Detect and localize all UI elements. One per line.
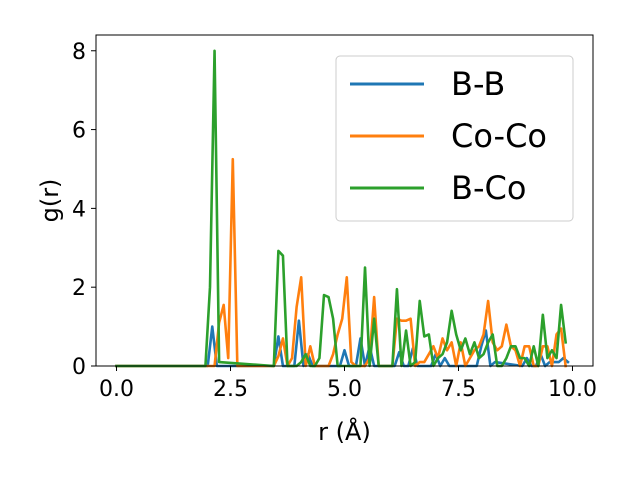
y-tick-label: 6 xyxy=(72,119,86,144)
x-tick-label: 0.0 xyxy=(99,377,134,402)
axes-layer: 0.0 2.5 5.0 7.5 10.0 0 2 4 6 8 xyxy=(72,34,597,402)
series-line-b-co xyxy=(115,49,568,368)
x-tick-label: 10.0 xyxy=(548,377,597,402)
legend-label-co-co: Co-Co xyxy=(451,117,547,155)
legend: B-B Co-Co B-Co xyxy=(335,55,574,222)
y-axis-label: g(r) xyxy=(36,179,64,223)
legend-label-b-b: B-B xyxy=(451,65,505,103)
y-tick-label: 2 xyxy=(72,276,86,301)
y-tick-label: 4 xyxy=(72,197,86,222)
x-tick-label: 7.5 xyxy=(441,377,476,402)
x-tick-label: 5.0 xyxy=(327,377,362,402)
legend-box xyxy=(335,55,574,222)
y-tick-label: 8 xyxy=(72,40,86,65)
y-tick-label: 0 xyxy=(72,355,86,380)
x-axis-label: r (Å) xyxy=(318,417,371,446)
x-tick-label: 2.5 xyxy=(213,377,248,402)
legend-label-b-co: B-Co xyxy=(451,169,526,207)
